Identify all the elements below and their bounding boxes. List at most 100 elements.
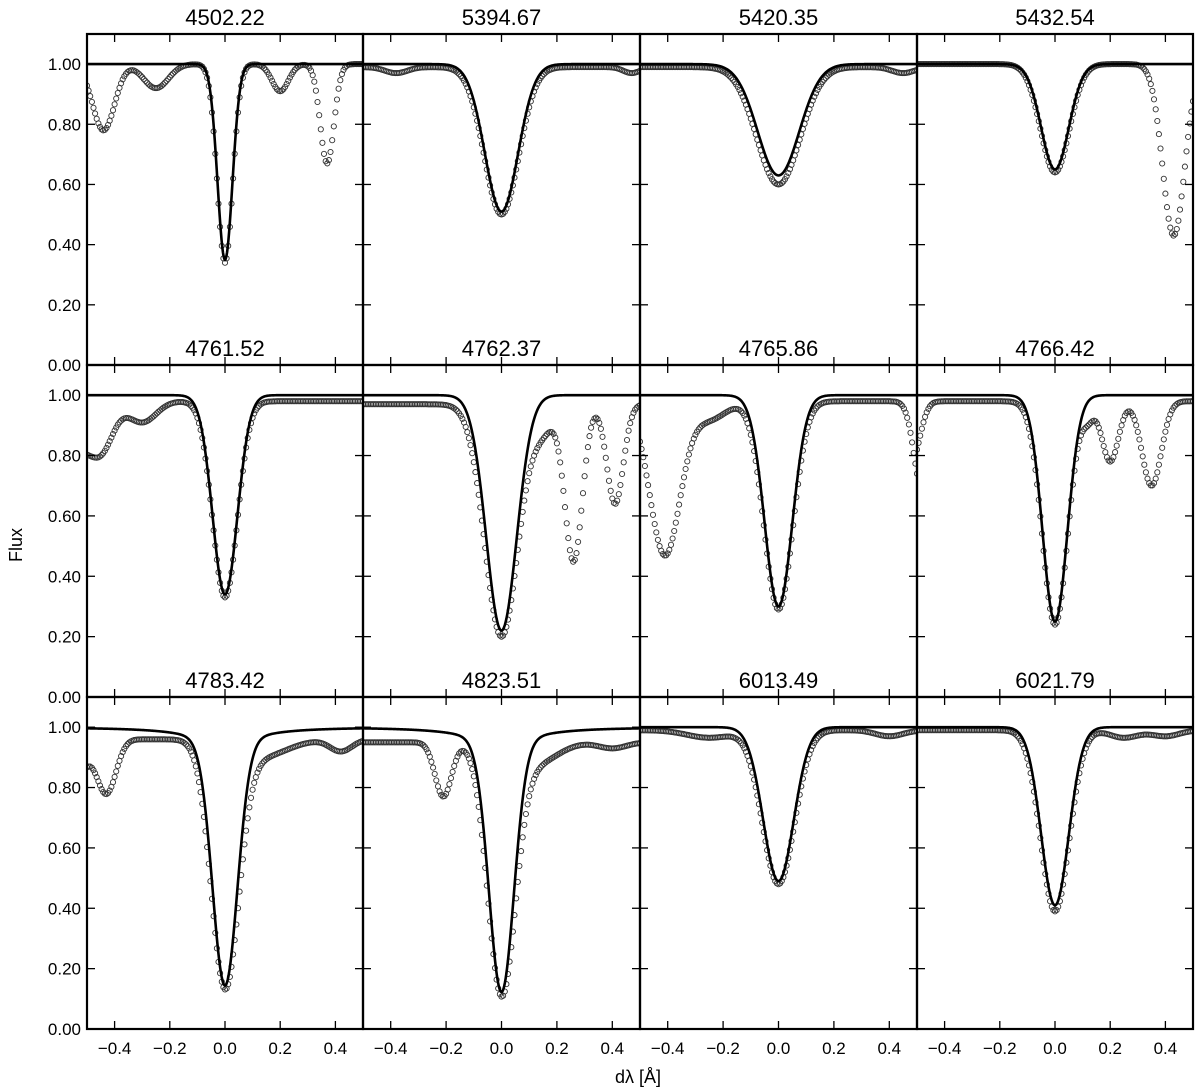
observed-point: [465, 435, 472, 442]
observed-point: [1159, 160, 1166, 167]
observed-point: [464, 429, 471, 436]
observed-point: [106, 438, 113, 445]
observed-point: [111, 101, 118, 108]
observed-point: [324, 160, 331, 167]
model-line: [363, 62, 640, 213]
observed-point: [244, 63, 251, 70]
x-tick-label: 0.0: [767, 1039, 791, 1058]
x-tick-label: 0.4: [1154, 1039, 1178, 1058]
observed-point: [291, 66, 298, 73]
observed-point: [1160, 436, 1167, 443]
observed-point: [677, 492, 684, 499]
observed-point: [913, 727, 917, 735]
x-tick-label: −0.2: [429, 1039, 463, 1058]
observed-point: [557, 459, 564, 466]
x-tick-label: 0.0: [490, 1039, 514, 1058]
observed-point: [92, 770, 99, 777]
y-tick-label: 0.40: [48, 567, 81, 586]
observed-point: [312, 87, 319, 94]
observed-point: [1081, 426, 1088, 433]
y-tick-label: 0.60: [48, 507, 81, 526]
observed-point: [1180, 178, 1187, 185]
observed-point: [552, 753, 559, 760]
observed-point: [1163, 204, 1171, 211]
observed-series: [640, 398, 917, 613]
observed-point: [524, 478, 531, 485]
x-tick-label: −0.2: [983, 1039, 1017, 1058]
observed-point: [676, 501, 683, 508]
observed-point: [726, 73, 733, 80]
observed-point: [101, 126, 108, 133]
observed-point: [108, 112, 115, 119]
observed-point: [464, 751, 471, 759]
observed-point: [316, 112, 323, 119]
observed-point: [462, 423, 469, 430]
observed-point: [604, 466, 611, 473]
panel-title: 4765.86: [739, 336, 819, 361]
observed-point: [282, 83, 289, 90]
observed-point: [119, 749, 126, 756]
observed-point: [1103, 454, 1111, 461]
x-tick-label: −0.4: [928, 1039, 962, 1058]
observed-point: [1086, 421, 1093, 428]
observed-point: [95, 778, 102, 785]
observed-point: [561, 504, 569, 511]
observed-point: [680, 474, 688, 481]
observed-point: [900, 405, 908, 412]
observed-point: [636, 740, 640, 747]
observed-point: [783, 173, 790, 180]
observed-point: [1149, 87, 1156, 94]
observed-point: [319, 139, 326, 146]
observed-point: [690, 435, 697, 442]
observed-point: [741, 412, 748, 419]
x-axis-label: dλ [Å]: [615, 1067, 661, 1087]
observed-point: [1048, 903, 1055, 910]
panel-4823-51: 4823.51 −0.4 −0.2 0.0 0.2 0.4: [361, 668, 642, 1058]
y-tick-label: 0.20: [48, 960, 81, 979]
observed-point: [542, 432, 549, 439]
panel-4766-42: 4766.42: [915, 336, 1195, 699]
observed-point: [640, 445, 645, 453]
observed-point: [588, 424, 595, 431]
x-tick-label: −0.4: [374, 1039, 408, 1058]
observed-point: [625, 427, 632, 434]
observed-point: [1183, 148, 1190, 155]
observed-point: [1016, 402, 1023, 409]
observed-point: [98, 452, 105, 459]
observed-point: [827, 70, 834, 77]
observed-point: [575, 538, 582, 545]
observed-point: [519, 834, 526, 841]
panel-5432-54: 5432.54: [915, 5, 1195, 367]
observed-point: [1181, 163, 1188, 170]
observed-point: [454, 753, 461, 760]
observed-point: [822, 74, 829, 81]
observed-point: [92, 110, 99, 117]
observed-point: [436, 788, 443, 795]
observed-point: [589, 418, 596, 425]
observed-point: [433, 777, 440, 784]
observed-point: [150, 413, 157, 420]
observed-point: [109, 779, 117, 786]
observed-point: [254, 769, 261, 776]
observed-point: [257, 401, 264, 408]
observed-point: [1133, 422, 1140, 429]
model-line: [917, 62, 1193, 171]
panel-4761-52: 4761.52 0.00 0.20 0.40 0.60 0.80 1.00: [48, 336, 365, 707]
observed-point: [599, 433, 606, 440]
observed-point: [649, 511, 657, 518]
observed-point: [1154, 469, 1161, 476]
observed-point: [1159, 444, 1166, 451]
observed-point: [630, 409, 637, 416]
observed-point: [116, 419, 123, 426]
model-line: [87, 727, 363, 988]
panel-4783-42: 4783.42 0.00 0.20 0.40 0.60 0.80 1.00 −0.4 −0.2 0…: [48, 668, 365, 1058]
model-line: [917, 725, 1193, 907]
observed-point: [501, 629, 508, 636]
observed-series: [363, 401, 640, 640]
model-line: [363, 393, 640, 632]
observed-point: [251, 779, 258, 786]
observed-point: [332, 109, 339, 116]
panel-5394-67: 5394.67: [361, 5, 642, 367]
observed-point: [1012, 731, 1020, 738]
observed-point: [278, 87, 285, 94]
